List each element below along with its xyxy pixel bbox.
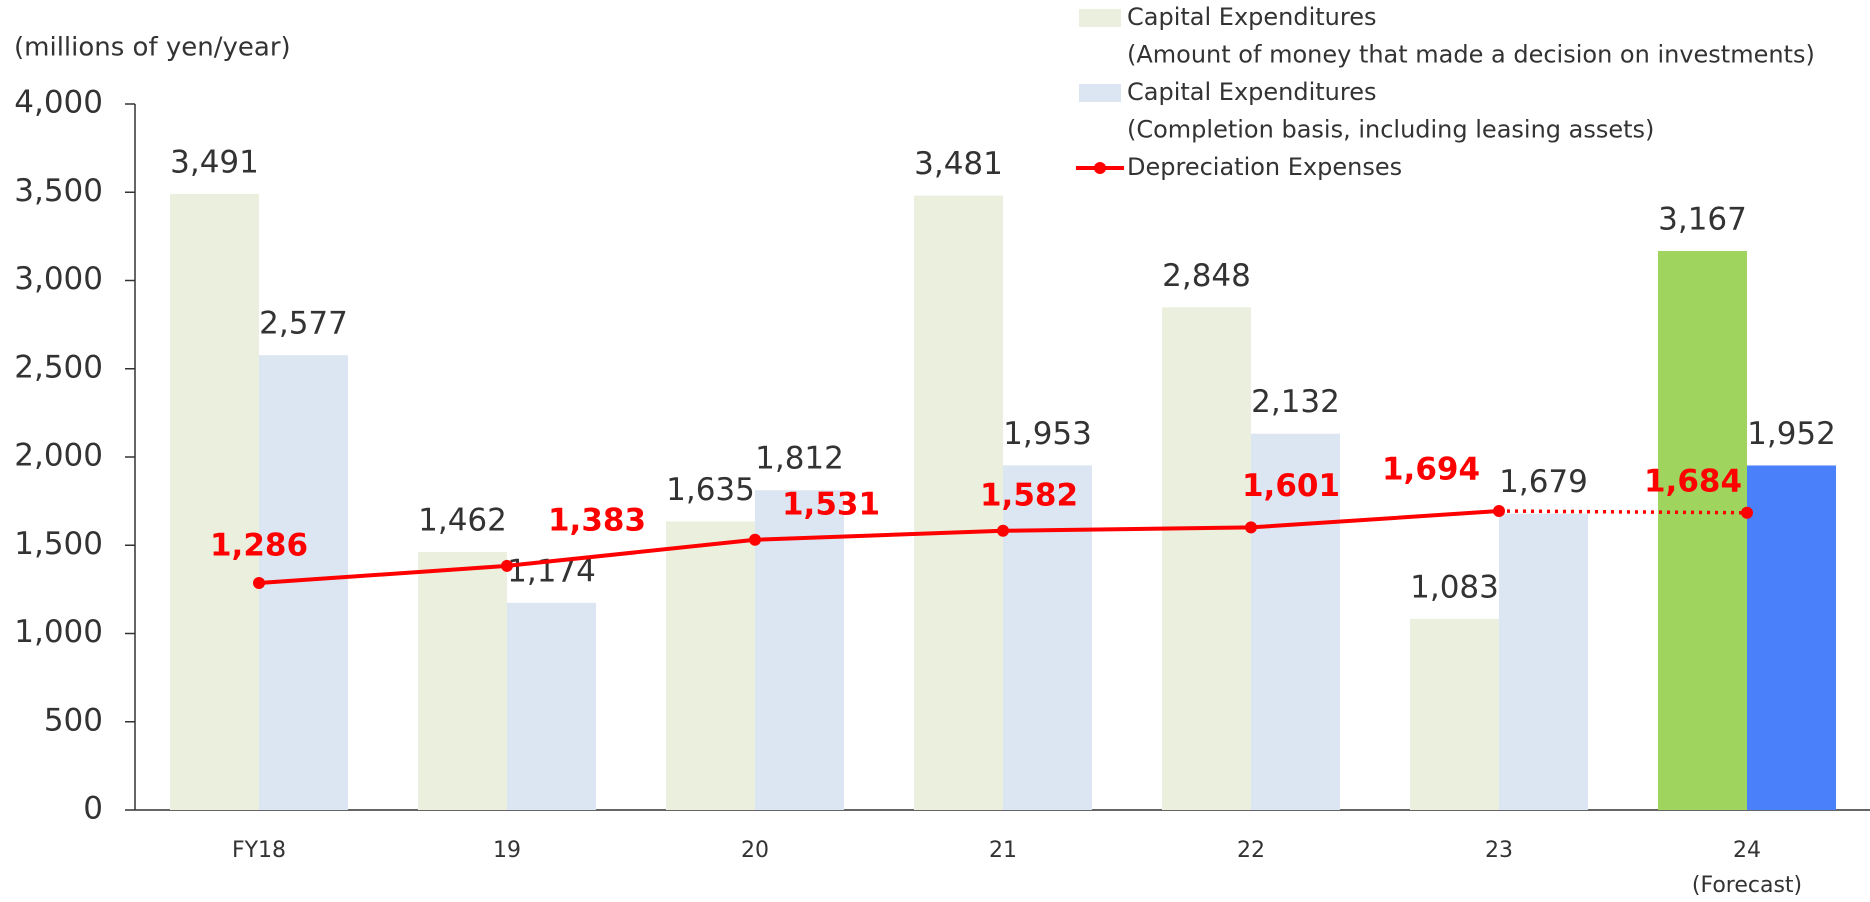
y-tick-label: 4,000 bbox=[14, 85, 103, 121]
line-value-label: 1,694 bbox=[1382, 452, 1480, 488]
bar bbox=[1747, 465, 1836, 810]
line-dotted bbox=[1498, 509, 1748, 515]
bar bbox=[1410, 618, 1499, 810]
y-tick-label: 3,500 bbox=[14, 173, 103, 209]
bar-value-label: 1,679 bbox=[1499, 464, 1588, 500]
x-tick-label: 21 bbox=[989, 838, 1017, 863]
bar bbox=[418, 551, 507, 810]
y-tick-label: 2,000 bbox=[14, 438, 103, 474]
bar-value-label: 2,848 bbox=[1162, 258, 1251, 294]
bar bbox=[1162, 307, 1251, 810]
y-tick-label: 2,500 bbox=[14, 349, 103, 385]
x-tick-label: 19 bbox=[493, 838, 521, 863]
y-axis-label: (millions of yen/year) bbox=[14, 33, 291, 63]
line-value-label: 1,383 bbox=[548, 502, 646, 538]
bar bbox=[1658, 251, 1747, 810]
x-tick-label: FY18 bbox=[232, 838, 286, 863]
bar-value-label: 1,083 bbox=[1410, 569, 1499, 605]
bar-value-label: 1,635 bbox=[666, 472, 755, 508]
x-tick-label: 22 bbox=[1237, 838, 1265, 863]
bar bbox=[666, 521, 755, 810]
bar-value-label: 1,952 bbox=[1747, 416, 1836, 452]
line-point bbox=[501, 559, 513, 572]
line-point bbox=[1493, 505, 1505, 518]
line-point bbox=[1245, 521, 1257, 534]
bar bbox=[755, 490, 844, 810]
line-point bbox=[253, 577, 265, 590]
line-value-label: 1,286 bbox=[210, 528, 308, 564]
bar-value-label: 3,481 bbox=[914, 146, 1003, 182]
line-value-label: 1,601 bbox=[1242, 468, 1340, 504]
bar-value-label: 1,812 bbox=[755, 441, 844, 477]
bar bbox=[170, 193, 259, 810]
y-tick-label: 0 bbox=[83, 791, 103, 827]
line-point bbox=[997, 524, 1009, 537]
bar bbox=[914, 195, 1003, 810]
x-tick-label: 20 bbox=[741, 838, 769, 863]
legend-label: Depreciation Expenses bbox=[1127, 153, 1402, 181]
legend-swatch bbox=[1079, 9, 1121, 27]
legend-label: Capital Expenditures bbox=[1127, 3, 1377, 31]
bar-value-label: 3,167 bbox=[1658, 202, 1747, 238]
y-tick-label: 1,500 bbox=[14, 526, 103, 562]
line-value-label: 1,582 bbox=[980, 477, 1078, 513]
category-note: (Forecast) bbox=[1692, 873, 1802, 898]
bar-value-label: 3,491 bbox=[170, 144, 259, 180]
legend-note: (Completion basis, including leasing ass… bbox=[1127, 116, 1654, 144]
line-value-label: 1,531 bbox=[782, 486, 880, 522]
x-tick-label: 24 bbox=[1733, 838, 1761, 863]
legend-label: Capital Expenditures bbox=[1127, 78, 1377, 106]
line-point bbox=[1741, 506, 1753, 519]
y-tick-label: 1,000 bbox=[14, 614, 103, 650]
bar bbox=[1499, 513, 1588, 810]
bar-value-label: 1,462 bbox=[418, 502, 507, 538]
bar-value-label: 2,132 bbox=[1251, 384, 1340, 420]
line-value-label: 1,684 bbox=[1644, 463, 1742, 499]
line bbox=[258, 509, 1500, 586]
bar-value-label: 1,953 bbox=[1003, 416, 1092, 452]
x-tick-label: 23 bbox=[1485, 838, 1513, 863]
bar bbox=[1003, 465, 1092, 810]
legend-note: (Amount of money that made a decision on… bbox=[1127, 41, 1815, 69]
y-tick-label: 3,000 bbox=[14, 261, 103, 297]
bar-value-label: 2,577 bbox=[259, 306, 348, 342]
legend-swatch bbox=[1079, 84, 1121, 102]
bar bbox=[1251, 433, 1340, 810]
line-point bbox=[749, 533, 761, 546]
bar bbox=[507, 602, 596, 810]
legend-marker bbox=[1094, 162, 1106, 174]
y-tick-label: 500 bbox=[44, 702, 103, 738]
